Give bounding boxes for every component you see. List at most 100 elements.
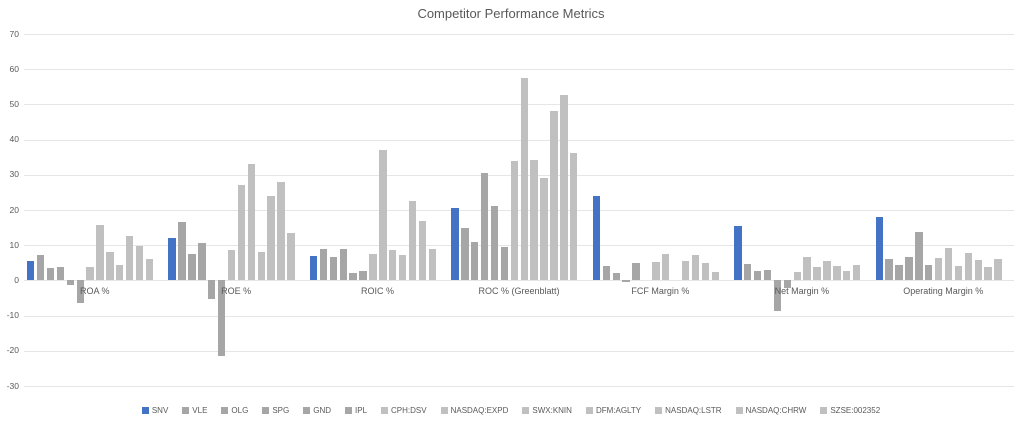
legend-item: DFM:AGLTY: [585, 406, 642, 415]
bar: [915, 232, 923, 281]
bar: [875, 217, 883, 281]
bar: [530, 160, 538, 281]
bar: [905, 256, 913, 281]
bar: [135, 246, 144, 281]
bar: [66, 280, 74, 286]
bar: [994, 258, 1002, 281]
bar: [27, 260, 35, 281]
bar: [188, 254, 196, 281]
bar: [934, 257, 943, 281]
legend-label: NASDAQ:LSTR: [665, 406, 722, 415]
bar: [408, 201, 417, 281]
bar: [267, 195, 275, 281]
gridline: [24, 315, 1014, 317]
bar: [570, 152, 578, 281]
legend-item: VLE: [182, 406, 207, 415]
bar: [753, 270, 762, 281]
y-axis-tick-label: -10: [6, 310, 19, 321]
legend-marker-icon: [522, 407, 530, 414]
bar: [86, 267, 94, 281]
legend-label: SPG: [272, 406, 290, 415]
bar: [389, 250, 397, 281]
bar: [773, 280, 782, 312]
bar: [217, 280, 226, 357]
bar: [168, 238, 176, 281]
legend-item: IPL: [345, 406, 367, 415]
y-axis-tick-label: 20: [9, 204, 19, 215]
bar: [398, 254, 407, 281]
bar: [490, 206, 499, 281]
bar: [852, 265, 861, 281]
bar: [691, 255, 700, 281]
legend-item: SNV: [141, 406, 169, 415]
gridline: [24, 69, 1014, 71]
bar: [257, 252, 265, 281]
bar: [734, 225, 742, 281]
legend-marker-icon: [820, 407, 828, 414]
bar: [662, 254, 670, 281]
legend-label: SZSE:002352: [830, 406, 881, 415]
bar: [550, 111, 558, 281]
legend-marker-icon: [221, 407, 229, 414]
bar: [379, 150, 387, 281]
legend-marker-icon: [655, 407, 663, 414]
category-label: ROIC %: [361, 286, 395, 297]
bar: [833, 265, 841, 281]
legend-label: SWX:KNIN: [532, 406, 572, 415]
bar: [208, 280, 216, 299]
chart-title: Competitor Performance Metrics: [417, 6, 605, 21]
legend-marker-icon: [182, 407, 190, 414]
y-axis-tick-label: 60: [9, 63, 19, 74]
bar: [744, 264, 752, 281]
bar: [602, 265, 610, 281]
legend-item: GND: [303, 406, 331, 415]
legend-marker-icon: [440, 407, 448, 414]
bar: [652, 261, 660, 281]
bar: [925, 264, 933, 281]
legend-item: SWX:KNIN: [522, 406, 572, 415]
bar: [178, 222, 186, 281]
bar: [984, 266, 992, 281]
legend-marker-icon: [585, 407, 593, 414]
bar: [520, 78, 528, 281]
bar: [237, 185, 246, 281]
bar: [540, 178, 548, 281]
bar: [428, 248, 437, 281]
legend-label: DFM:AGLTY: [595, 406, 642, 415]
bar: [198, 243, 206, 281]
bar: [76, 280, 84, 304]
bar: [96, 225, 104, 281]
y-axis-tick-label: 30: [9, 169, 19, 180]
bar: [592, 195, 601, 281]
bar: [106, 251, 114, 281]
bar: [954, 265, 963, 281]
bar: [247, 164, 256, 281]
bar: [843, 270, 851, 281]
bar: [145, 258, 154, 281]
gridline: [24, 139, 1014, 141]
bar: [701, 262, 709, 281]
y-axis-tick-label: 40: [9, 134, 19, 145]
bar: [763, 269, 772, 281]
bar: [885, 259, 893, 281]
legend-item: SZSE:002352: [820, 406, 880, 415]
bar: [510, 160, 519, 281]
y-axis-tick-label: -20: [6, 345, 19, 356]
y-axis-tick-label: 0: [14, 274, 19, 285]
y-axis-tick-label: -30: [6, 380, 19, 391]
bar: [319, 248, 328, 281]
y-axis-tick-label: 50: [9, 98, 19, 109]
bar: [116, 264, 124, 281]
gridline: [24, 104, 1014, 106]
bar: [227, 250, 236, 281]
category-label: ROE %: [221, 286, 252, 297]
legend: SNV VLE OLG SPG GND IPL CPH:DSV NASDAQ:EXPD SWX:…: [0, 406, 1022, 415]
category-label: FCF Margin %: [631, 286, 690, 297]
legend-label: SNV: [151, 406, 169, 415]
bar: [418, 220, 427, 281]
bar: [277, 181, 285, 281]
legend-label: NASDAQ:CHRW: [745, 406, 807, 415]
bar: [309, 255, 318, 281]
gridline: [24, 34, 1014, 35]
